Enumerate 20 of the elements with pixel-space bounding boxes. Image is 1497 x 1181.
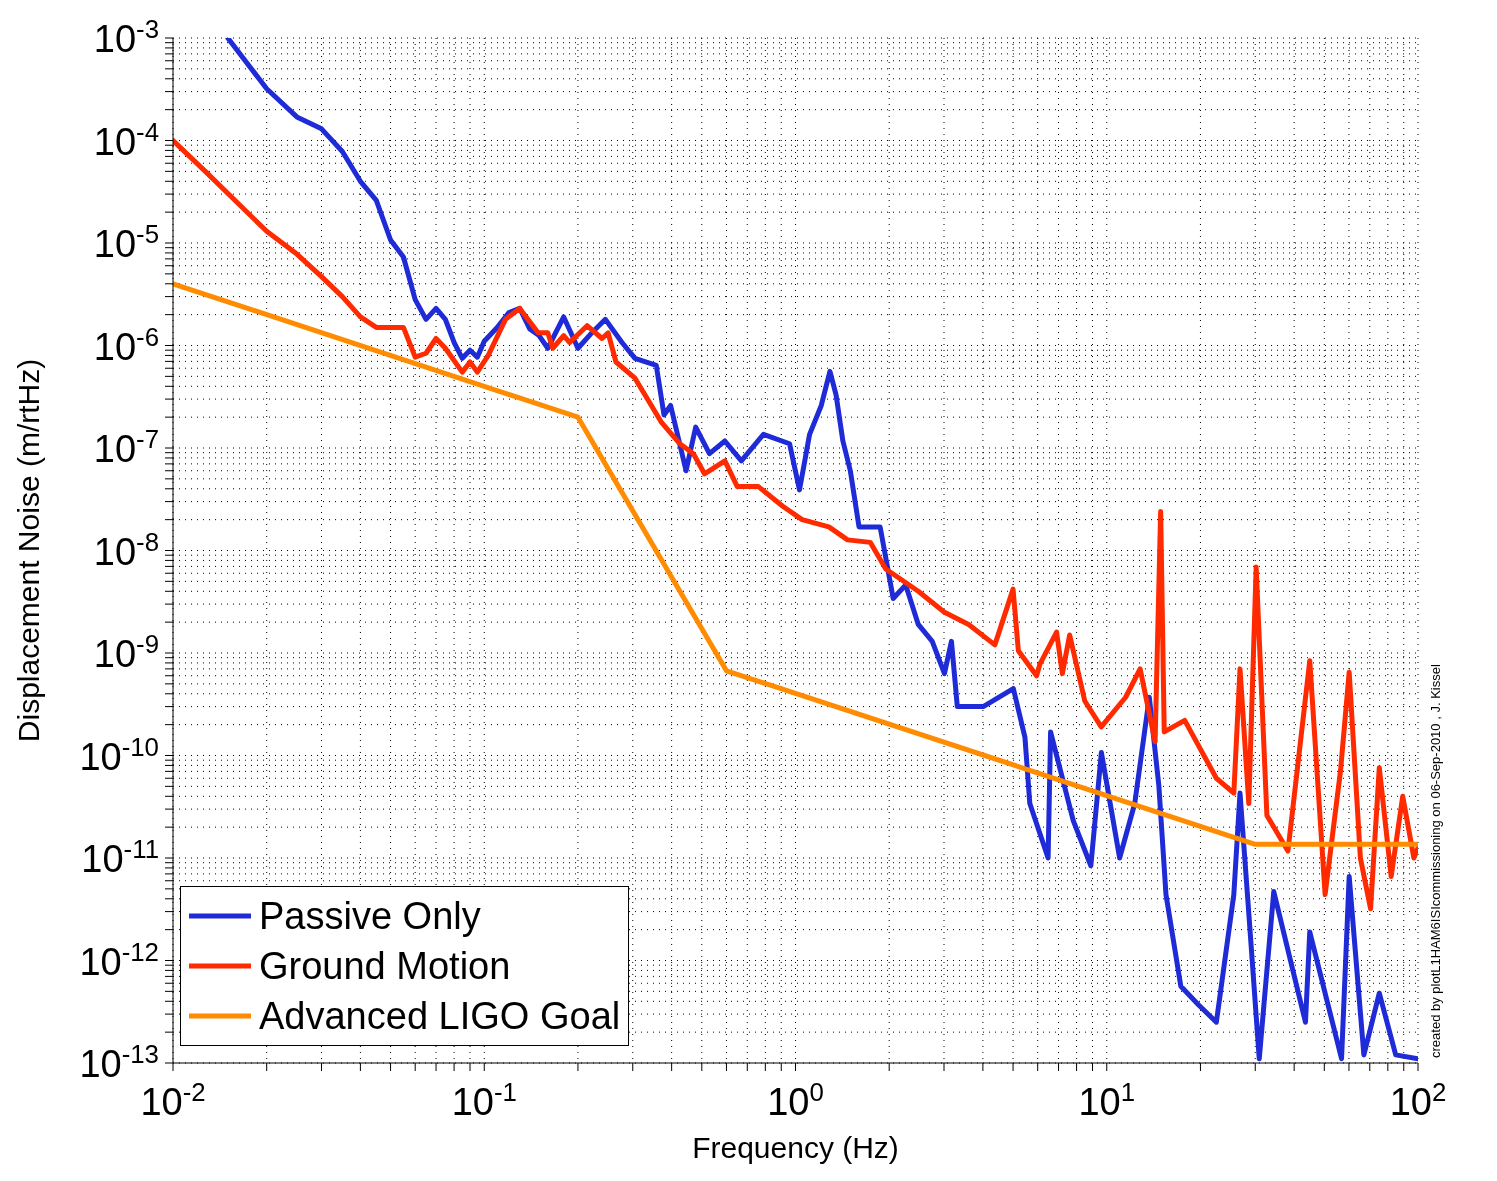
x-tick-label: 10$^{0}$ [767, 1078, 824, 1123]
y-tick-label: 10$^{-7}$ [93, 425, 159, 470]
x-axis-title: Frequency (Hz) [692, 1131, 899, 1164]
y-tick-label: 10$^{-6}$ [93, 322, 159, 368]
legend-label: Ground Motion [259, 944, 511, 988]
y-tick-label: 10$^{-8}$ [93, 527, 159, 573]
text: created by plotL1HAM6ISIcommissioning on 06-Sep-2010 , J. Kissel [1428, 664, 1443, 1058]
legend-label: Passive Only [259, 894, 481, 938]
y-tick-label: 10$^{-5}$ [93, 220, 159, 265]
y-tick-label: 10$^{-9}$ [93, 630, 159, 675]
y-tick-label: 10$^{-12}$ [79, 937, 159, 983]
y-tick-label: 10$^{-4}$ [93, 117, 159, 163]
x-tick-label: 10$^{1}$ [1078, 1078, 1136, 1123]
x-tick-label: 10$^{2}$ [1389, 1078, 1447, 1123]
x-tick-label: 10$^{-1}$ [451, 1078, 517, 1123]
y-tick-label: 10$^{-11}$ [81, 835, 159, 880]
legend-label: Advanced LIGO Goal [259, 994, 621, 1038]
y-tick-label: 10$^{-3}$ [93, 15, 159, 60]
y-axis-title: Displacement Noise (m/rtHz) [11, 358, 45, 743]
y-tick-label: 10$^{-10}$ [79, 732, 159, 778]
